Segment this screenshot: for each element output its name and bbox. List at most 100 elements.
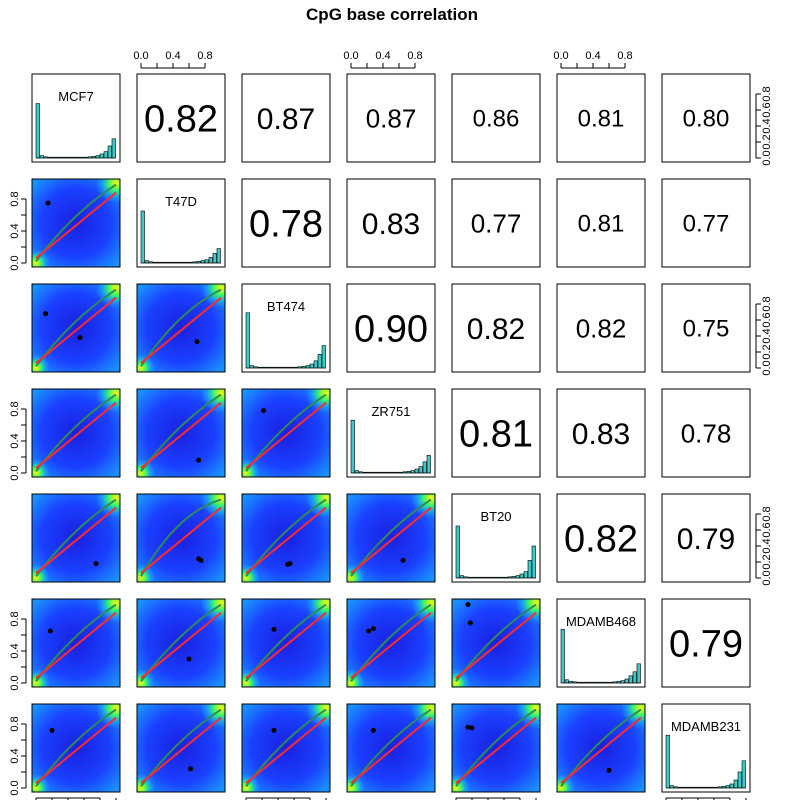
fit-line (35, 296, 117, 364)
panel-0-6: 0.80 (661, 73, 751, 163)
panel-4-1 (136, 493, 226, 583)
panel-2-6: 0.75 (661, 283, 751, 373)
right-tick-label: 0.2 (761, 554, 773, 569)
right-tick-label: 0.6 (761, 102, 773, 117)
panel-2-4: 0.82 (451, 283, 541, 373)
correlation-value: 0.77 (471, 208, 522, 238)
histogram-bar (531, 545, 536, 579)
right-tick-label: 0.4 (761, 328, 773, 343)
panel-frame (136, 178, 226, 268)
fit-line (35, 611, 117, 679)
fit-line (455, 611, 537, 679)
scatter-point (465, 602, 471, 608)
panel-6-4 (451, 703, 541, 793)
top-tick-label: 0.0 (343, 50, 358, 62)
panel-3-2 (241, 388, 331, 478)
density-peak-low (137, 774, 155, 792)
histogram-bar (628, 675, 633, 684)
histogram-bar (305, 365, 310, 369)
panel-1-2: 0.78 (241, 178, 331, 268)
density-peak-low (557, 774, 575, 792)
panel-frame (556, 703, 646, 793)
panel-frame (241, 703, 331, 793)
scatter-point (186, 656, 192, 662)
histogram-bar (741, 760, 746, 789)
correlation-value: 0.78 (681, 418, 732, 448)
top-tick-label: 0.4 (585, 50, 600, 62)
variable-name: ZR751 (371, 404, 410, 419)
panel-0-0: MCF7 (31, 73, 121, 163)
histogram-bar (95, 155, 100, 159)
density-peak-high (306, 599, 330, 623)
histogram-bar (636, 663, 641, 684)
density-peak-low (242, 774, 260, 792)
panel-1-1: T47D (136, 178, 226, 268)
correlation-value: 0.82 (467, 313, 525, 346)
scatter-point (469, 725, 475, 731)
panel-4-2 (241, 493, 331, 583)
panel-4-3 (346, 493, 436, 583)
panel-frame (241, 283, 331, 373)
panel-frame (136, 73, 226, 163)
right-tick-label: 0.2 (761, 134, 773, 149)
variable-name: BT20 (480, 509, 511, 524)
fit-line (35, 401, 117, 469)
panel-frame (136, 388, 226, 478)
correlation-value: 0.82 (564, 519, 638, 561)
panel-frame (346, 598, 436, 688)
histogram-bar (459, 575, 464, 579)
fit-line (35, 716, 117, 784)
scatter-point (366, 628, 372, 634)
panel-1-3: 0.83 (346, 178, 436, 268)
density-peak-low (32, 459, 50, 477)
correlation-value: 0.78 (249, 204, 323, 246)
panel-frame (556, 388, 646, 478)
density-peak-high (306, 389, 330, 413)
scatter-point (196, 457, 202, 463)
panel-5-5: MDAMB468 (556, 598, 646, 688)
panel-6-2 (241, 703, 331, 793)
density-peak-high (201, 389, 225, 413)
density-peak-high (201, 284, 225, 308)
correlation-value: 0.81 (578, 211, 625, 238)
density-peak-high (201, 599, 225, 623)
panel-frame (31, 598, 121, 688)
left-tick-label: 0.4 (9, 223, 21, 238)
density-peak-high (201, 704, 225, 728)
scatter-point (370, 626, 376, 632)
correlation-value: 0.81 (459, 414, 533, 456)
correlation-value: 0.87 (366, 103, 417, 133)
histogram-bar (426, 455, 431, 474)
histogram-bar (39, 155, 44, 159)
panel-1-6: 0.77 (661, 178, 751, 268)
density-peak-low (32, 249, 50, 267)
panel-frame (136, 283, 226, 373)
chart-title: CpG base correlation (306, 5, 478, 24)
density-peak-high (411, 494, 435, 518)
panel-2-5: 0.82 (556, 283, 646, 373)
panel-frame (346, 73, 436, 163)
panel-0-3: 0.87 (346, 73, 436, 163)
left-tick-label: 0.8 (9, 401, 21, 416)
fit-line (245, 611, 327, 679)
histogram-bar (144, 260, 149, 264)
density-peak-low (242, 669, 260, 687)
left-tick-label: 0.0 (9, 465, 21, 480)
density-peak-high (96, 599, 120, 623)
panel-5-0 (31, 598, 121, 688)
histogram-bar (200, 260, 205, 264)
scatter-point (93, 561, 99, 567)
density-peak-low (242, 564, 260, 582)
panel-6-6: MDAMB231 (661, 703, 751, 793)
scatter-point (47, 628, 53, 634)
panel-frame (556, 73, 646, 163)
histogram-bar (737, 771, 742, 789)
scatter-point (261, 408, 267, 414)
panel-frame (31, 703, 121, 793)
density-peak-high (306, 704, 330, 728)
histogram-bar (422, 461, 427, 474)
scatter-point (400, 557, 406, 563)
panel-frame (661, 493, 751, 583)
right-tick-label: 0.4 (761, 118, 773, 133)
